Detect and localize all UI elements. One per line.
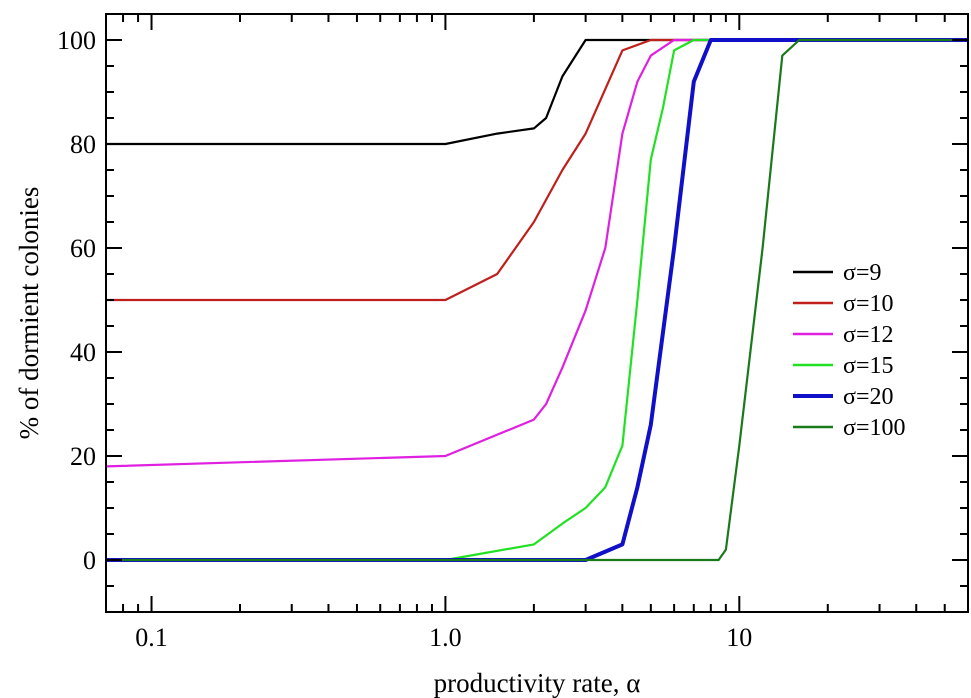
x-tick-label: 10 (726, 623, 752, 652)
plot-frame (105, 13, 969, 613)
x-tick-label: 0.1 (135, 623, 168, 652)
x-axis-label: productivity rate, α (434, 668, 641, 698)
ticks-layer (105, 14, 969, 612)
y-axis-label: % of dormient colonies (14, 187, 44, 440)
series-line-4 (106, 38, 968, 562)
y-tick-label: 60 (70, 234, 96, 263)
y-tick-label: 40 (70, 338, 96, 367)
series-layer (106, 38, 968, 562)
legend: σ=9 σ=10 σ=12 σ=15 σ=20 σ=100 (793, 260, 905, 441)
y-tick-label: 80 (70, 130, 96, 159)
y-tick-label: 100 (57, 26, 96, 55)
legend-label: σ=100 (843, 415, 905, 441)
legend-label: σ=10 (843, 291, 893, 317)
series-line-2 (106, 38, 968, 468)
y-tick-label: 0 (83, 546, 96, 575)
series-line-5 (106, 38, 968, 562)
legend-label: σ=12 (843, 322, 893, 348)
legend-label: σ=20 (843, 384, 893, 410)
legend-label: σ=9 (843, 260, 881, 286)
y-tick-label: 20 (70, 442, 96, 471)
series-line-0 (106, 38, 968, 146)
x-tick-label: 1.0 (429, 623, 462, 652)
series-line-3 (106, 38, 968, 562)
series-line-1 (106, 38, 968, 302)
legend-label: σ=15 (843, 353, 893, 379)
